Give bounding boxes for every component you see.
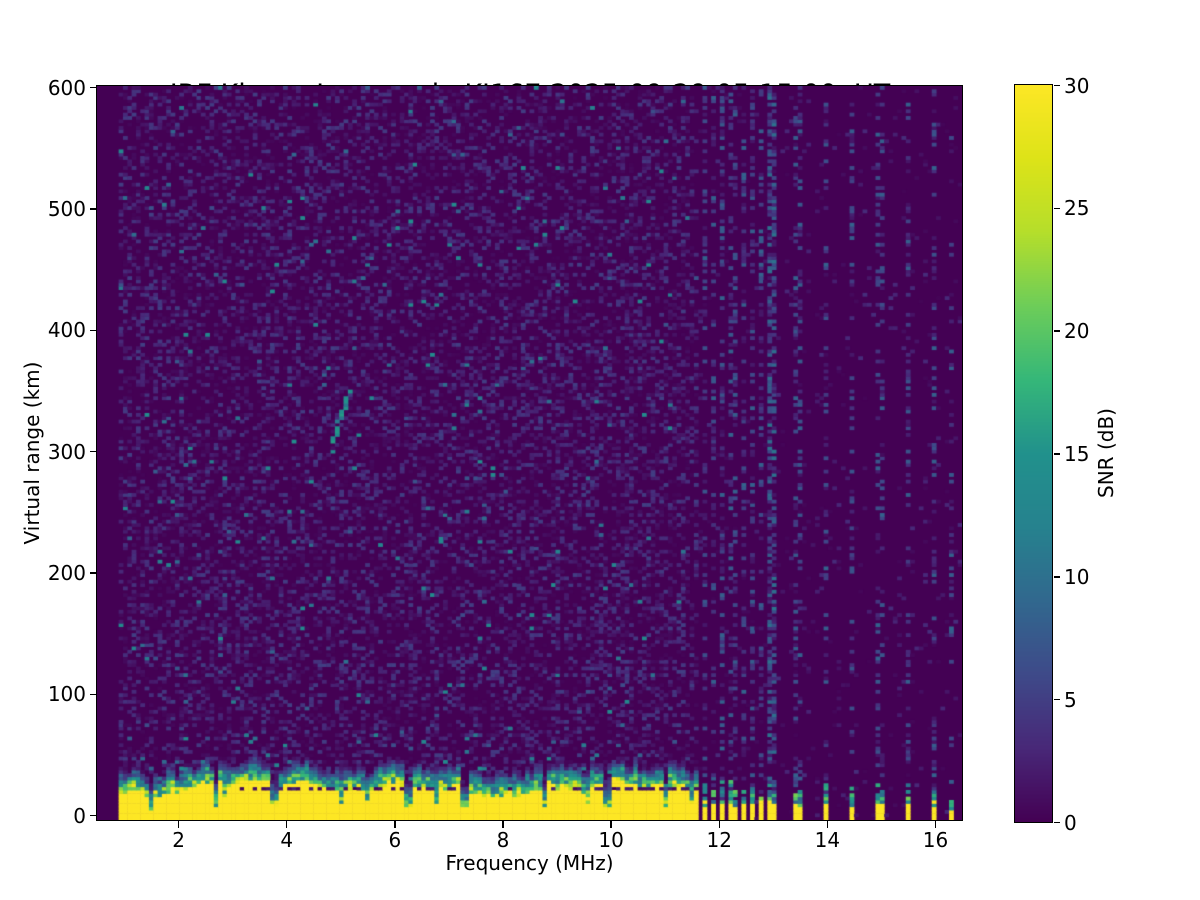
y-tick-mark (89, 814, 97, 817)
y-tick-mark (89, 450, 97, 453)
y-tick-mark (89, 87, 97, 89)
colorbar-tick-mark (1054, 453, 1060, 455)
colorbar (1014, 84, 1053, 823)
x-tick-mark (177, 821, 180, 828)
x-tick-mark (718, 821, 720, 828)
x-tick-mark (934, 821, 937, 828)
x-tick-label: 10 (598, 828, 624, 852)
x-tick-mark (826, 821, 829, 828)
y-tick-label: 100 (47, 682, 86, 707)
colorbar-tick-label: 30 (1064, 73, 1090, 98)
colorbar-tick-mark (1054, 84, 1060, 87)
colorbar-tick-mark (1054, 576, 1060, 578)
colorbar-tick-mark (1054, 698, 1060, 701)
colorbar-tick-mark (1054, 330, 1060, 332)
colorbar-tick-label: 25 (1064, 196, 1090, 221)
plot-area (96, 85, 963, 821)
colorbar-tick-label: 5 (1064, 687, 1077, 712)
x-tick-label: 12 (706, 828, 732, 852)
y-tick-mark (89, 208, 97, 210)
y-tick-mark (89, 329, 97, 332)
colorbar-tick-label: 20 (1064, 319, 1090, 344)
colorbar-tick-label: 15 (1064, 442, 1090, 466)
y-tick-mark (89, 572, 97, 574)
colorbar-label: SNR (dB) (1094, 408, 1118, 498)
x-tick-mark (394, 821, 396, 828)
colorbar-tick-label: 0 (1064, 810, 1077, 835)
x-tick-label: 4 (280, 828, 294, 852)
y-tick-mark (89, 693, 97, 695)
y-tick-label: 600 (47, 75, 86, 100)
colorbar-tick-label: 10 (1064, 564, 1090, 589)
y-tick-label: 400 (47, 318, 86, 343)
x-tick-label: 16 (922, 828, 949, 852)
x-tick-label: 2 (172, 828, 185, 852)
y-tick-label: 200 (47, 561, 86, 585)
x-tick-mark (286, 821, 288, 828)
y-tick-label: 500 (47, 197, 86, 222)
colorbar-gradient (1015, 85, 1052, 822)
colorbar-tick-mark (1054, 207, 1060, 210)
x-tick-label: 14 (814, 828, 841, 852)
x-tick-label: 8 (496, 828, 510, 852)
y-tick-label: 300 (47, 439, 86, 464)
colorbar-tick-mark (1054, 821, 1060, 824)
ionogram-heatmap (97, 86, 962, 820)
y-tick-label: 0 (73, 803, 86, 828)
x-tick-mark (502, 821, 504, 828)
x-axis-label: Frequency (MHz) (445, 851, 614, 875)
x-tick-mark (610, 821, 612, 828)
x-tick-label: 6 (388, 828, 402, 852)
